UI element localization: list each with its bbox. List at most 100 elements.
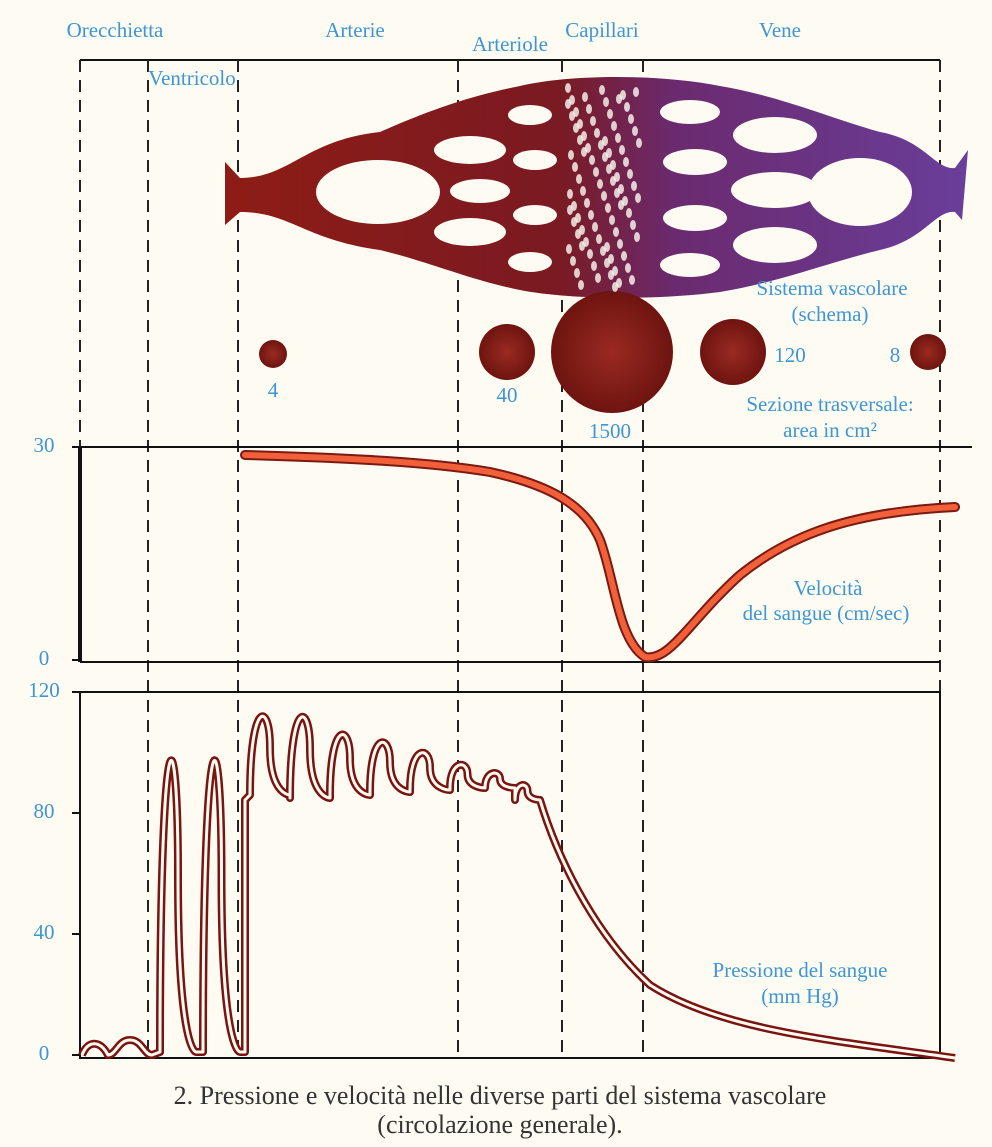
capillary-mesh [580, 186, 586, 196]
capillary-mesh [592, 222, 598, 232]
capillary-mesh [595, 273, 601, 283]
capillary-mesh [619, 145, 625, 155]
capillary-mesh [618, 200, 624, 210]
y-tick-label: 0 [39, 1041, 50, 1065]
capillary-mesh [575, 229, 581, 239]
capillary-mesh [617, 239, 623, 249]
capillary-mesh [569, 111, 575, 121]
capillary-mesh [605, 203, 611, 213]
y-tick-label: 40 [34, 920, 55, 944]
capillary-mesh [593, 167, 599, 177]
capillary-mesh [601, 191, 607, 201]
capillary-mesh [629, 275, 635, 285]
capillary-mesh [579, 241, 585, 251]
capillary-mesh [631, 181, 637, 191]
area-caption: area in cm² [783, 418, 877, 442]
pressure-label: (mm Hg) [761, 984, 839, 1008]
capillary-mesh [574, 268, 580, 278]
capillary-mesh [610, 176, 616, 186]
capillary-mesh [570, 256, 576, 266]
pressure-label: Pressione del sangue [713, 958, 888, 982]
capillary-mesh [624, 102, 630, 112]
capillary-mesh [611, 121, 617, 131]
velocity-frame [78, 446, 972, 663]
capillary-mesh [566, 244, 572, 254]
capillary-mesh [630, 220, 636, 230]
capillary-mesh [584, 198, 590, 208]
area-label: 40 [497, 383, 518, 407]
y-tick-label: 30 [34, 433, 55, 457]
capillary-mesh [597, 179, 603, 189]
capillary-mesh [577, 135, 583, 145]
velocity-label: Velocità [794, 576, 863, 600]
capillary-mesh [607, 109, 613, 119]
capillary-mesh [599, 85, 605, 95]
region-label: Arteriole [472, 32, 548, 56]
capillary-mesh [587, 249, 593, 259]
capillary-mesh [578, 280, 584, 290]
capillary-mesh [565, 99, 571, 109]
capillary-mesh [623, 157, 629, 167]
capillary-mesh [602, 152, 608, 162]
capillary-mesh [589, 155, 595, 165]
capillary-mesh [582, 92, 588, 102]
capillary-mesh [606, 164, 612, 174]
capillary-mesh [591, 261, 597, 271]
capillary-mesh [626, 208, 632, 218]
area-label: 4 [268, 378, 279, 402]
velocity-label: del sangue (cm/sec) [743, 601, 910, 625]
y-tick-label: 120 [28, 678, 60, 702]
capillary-mesh [627, 169, 633, 179]
region-label: Arterie [325, 18, 384, 42]
caption: (circolazione generale). [377, 1110, 622, 1139]
area-caption: Sezione trasversale: [746, 392, 913, 416]
capillary-mesh [635, 193, 641, 203]
capillary-mesh [633, 87, 639, 97]
capillary-mesh [608, 270, 614, 280]
capillary-mesh [567, 189, 573, 199]
capillary-mesh [590, 116, 596, 126]
region-label: Vene [759, 18, 801, 42]
schema-label: (schema) [792, 302, 869, 326]
region-label: Capillari [565, 18, 639, 42]
schema-label: Sistema vascolare [756, 276, 907, 300]
capillary-mesh [632, 126, 638, 136]
region-label: Ventricolo [148, 66, 235, 90]
capillary-mesh [572, 162, 578, 172]
capillary-mesh [621, 251, 627, 261]
area-label: 120 [774, 343, 806, 367]
capillary-mesh [596, 234, 602, 244]
capillary-mesh [612, 282, 618, 292]
capillary-mesh [615, 133, 621, 143]
capillary-mesh [609, 215, 615, 225]
capillary-mesh [588, 210, 594, 220]
pressure-curve-inner [80, 714, 956, 1060]
cross-sections [259, 291, 946, 413]
velocity-curve [240, 450, 960, 663]
capillary-mesh [568, 150, 574, 160]
region-label: Orecchietta [67, 18, 164, 42]
caption: 2. Pressione e velocità nelle diverse pa… [174, 1081, 827, 1110]
pressure-frame [79, 691, 941, 1059]
capillary-mesh [604, 258, 610, 268]
capillary-mesh [613, 227, 619, 237]
capillary-mesh [567, 205, 573, 215]
y-tick-label: 0 [39, 646, 50, 670]
capillary-mesh [614, 188, 620, 198]
y-tick-label: 80 [34, 799, 55, 823]
capillary-mesh [573, 123, 579, 133]
capillary-mesh [625, 263, 631, 273]
capillary-mesh [571, 217, 577, 227]
capillary-mesh [603, 97, 609, 107]
capillary-mesh [598, 140, 604, 150]
capillary-mesh [628, 114, 634, 124]
capillary-mesh [594, 128, 600, 138]
area-label: 1500 [589, 419, 631, 443]
capillary-mesh [576, 174, 582, 184]
capillary-mesh [600, 246, 606, 256]
vascular-schematic [225, 77, 968, 298]
capillary-mesh [565, 83, 571, 93]
area-label: 8 [890, 343, 901, 367]
